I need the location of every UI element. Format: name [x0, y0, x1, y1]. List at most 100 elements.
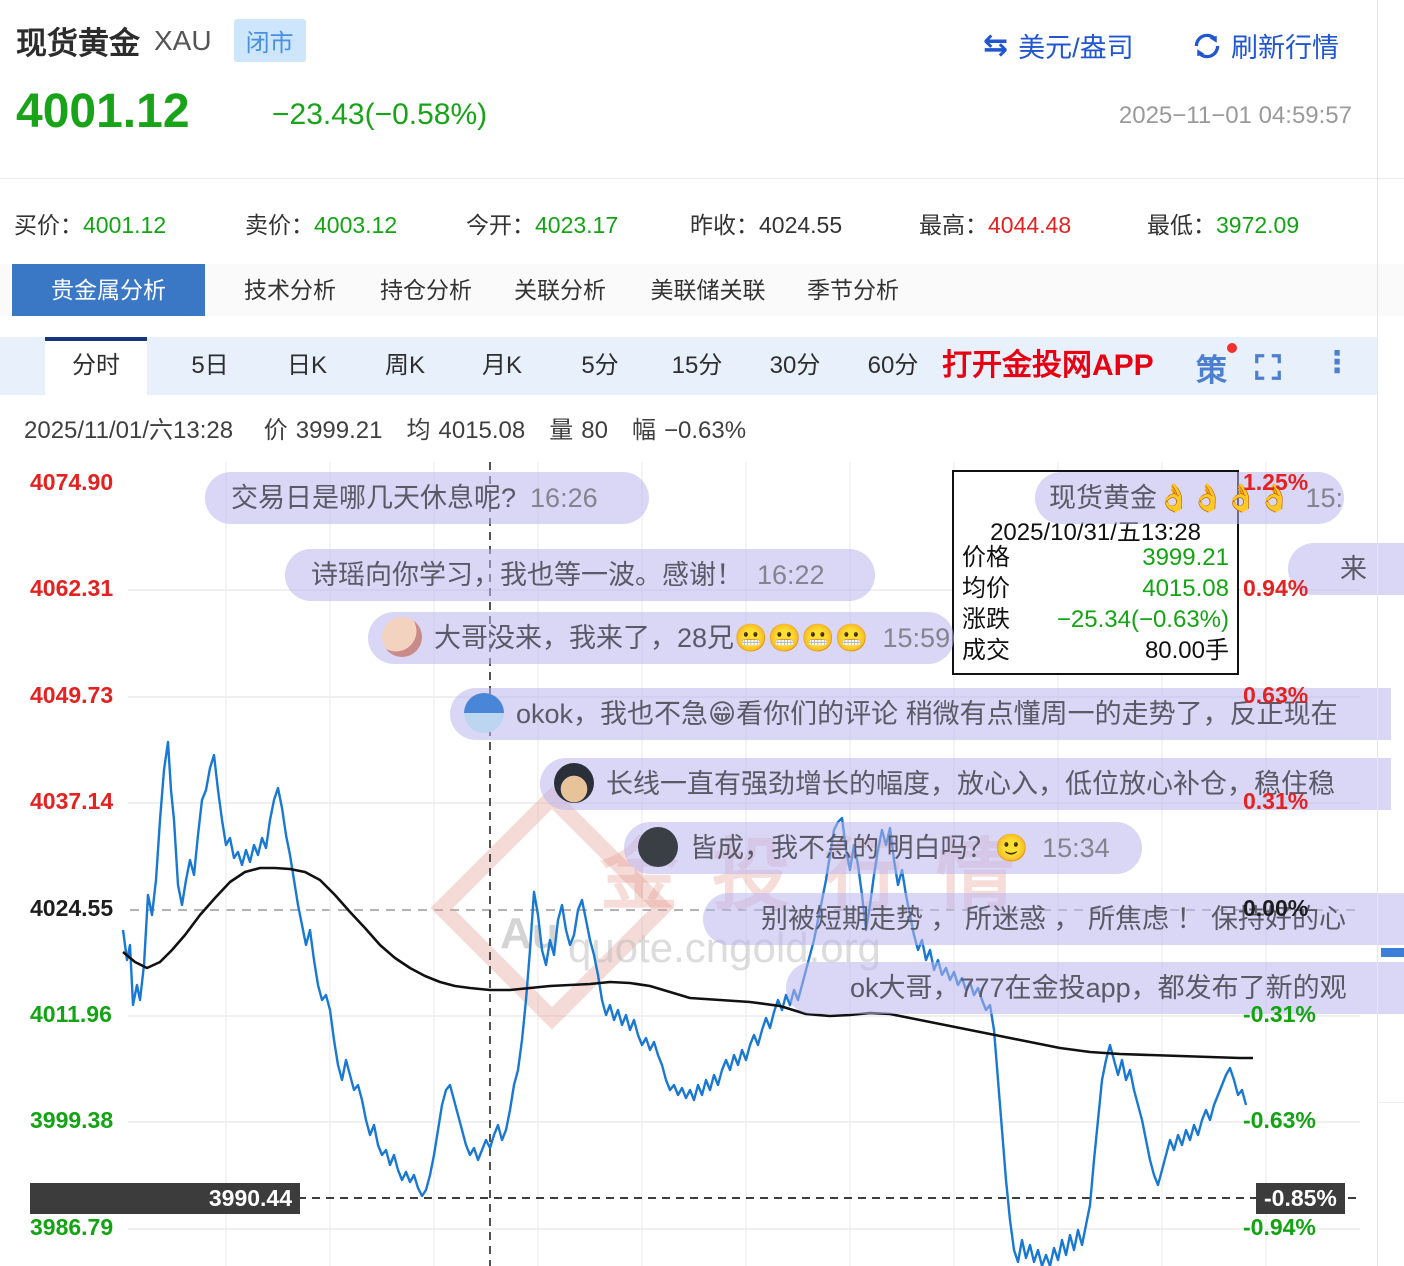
quote-value: 4024.55	[759, 212, 843, 238]
info-value: −0.63%	[663, 417, 747, 444]
chat-text: ok大哥，777在金投app，都发布了新的观	[850, 973, 1347, 1003]
current-percent-badge: -0.85%	[1256, 1183, 1345, 1214]
tooltip-row: 成交 80.00手	[954, 635, 1237, 666]
info-segment: 量 80	[549, 417, 608, 444]
unit-toggle-label: 美元/盎司	[1018, 33, 1134, 63]
chat-bubble: 别被短期走势 ， 所迷惑 ， 所焦虑 ！ 保持好的心	[703, 893, 1404, 945]
tooltip-row-label: 价格	[962, 544, 1010, 571]
chat-time: 16:26	[530, 483, 598, 513]
chat-bubble: 皆成，我不急的 明白吗？🙂 15:34	[624, 822, 1142, 874]
analysis-tab[interactable]: 关联分析	[514, 277, 606, 303]
chat-bubble: ok大哥，777在金投app，都发布了新的观	[786, 962, 1404, 1014]
price-line	[121, 740, 1248, 1266]
info-label: 幅	[631, 417, 656, 444]
notification-dot	[1227, 343, 1237, 353]
quote-value: 3972.09	[1216, 212, 1300, 238]
period-tab[interactable]: 5日	[191, 352, 229, 379]
quote-timestamp: 2025−11−01 04:59:57	[1118, 102, 1352, 129]
refresh-quotes-link[interactable]: 刷新行情	[1192, 26, 1339, 65]
period-tab[interactable]: 月K	[481, 352, 522, 379]
tooltip-row-value: 4015.08	[1142, 575, 1229, 602]
info-segment: 幅 −0.63%	[632, 417, 746, 444]
strategy-button[interactable]: 策	[1196, 353, 1227, 388]
y-axis-percent-label: 0.31%	[1243, 788, 1309, 814]
quote-field: 最低：3972.09	[1147, 206, 1299, 240]
period-tab[interactable]: 60分	[867, 352, 919, 379]
info-value: 4015.08	[438, 417, 526, 444]
y-axis-price-label: 3999.38	[30, 1107, 114, 1133]
market-status-badge: 闭市	[233, 19, 306, 62]
tooltip-row-label: 涨跌	[962, 606, 1010, 633]
header-divider	[0, 178, 1404, 179]
y-axis-price-label: 4011.96	[30, 1001, 112, 1027]
analysis-tab[interactable]: 贵金属分析	[12, 264, 205, 316]
quote-label: 昨收：	[690, 212, 759, 238]
chat-text: 交易日是哪几天休息呢?	[231, 483, 517, 513]
panel-right-border	[1377, 0, 1378, 1266]
tooltip-row-value: 3999.21	[1142, 544, 1229, 571]
chat-bubble: 大哥没来，我来了，28兄😬😬😬😬 15:59	[368, 612, 954, 664]
swap-icon: ⇆	[983, 29, 1009, 62]
chat-text: 皆成，我不急的 明白吗？🙂	[690, 833, 1029, 863]
user-avatar	[554, 762, 594, 803]
current-price-badge: 3990.44	[30, 1183, 300, 1214]
analysis-tab[interactable]: 季节分析	[807, 277, 899, 303]
chat-text: 诗瑶向你学习，我也等一波。感谢！	[311, 560, 743, 590]
info-segment: 价 3999.21	[264, 417, 383, 444]
quote-value: 4023.17	[535, 212, 619, 238]
fullscreen-button[interactable]	[1253, 352, 1283, 387]
chat-bubble: 来	[1288, 543, 1404, 595]
info-value: 80	[581, 417, 608, 444]
period-tab[interactable]: 分时	[45, 337, 147, 399]
analysis-tab[interactable]: 持仓分析	[380, 277, 472, 303]
y-axis-percent-label: 1.25%	[1243, 469, 1309, 495]
chat-time: 15:59	[882, 623, 951, 653]
quote-label: 今开：	[466, 212, 535, 238]
y-axis-price-label: 4037.14	[30, 788, 114, 814]
quote-value: 4001.12	[83, 212, 167, 238]
more-options-button[interactable]: ⋮	[1322, 346, 1352, 379]
analysis-tab[interactable]: 技术分析	[244, 277, 336, 303]
open-app-link[interactable]: 打开金投网APP	[942, 349, 1154, 382]
tooltip-row: 涨跌 −25.34(−0.63%)	[954, 604, 1237, 635]
period-tab[interactable]: 5分	[581, 352, 619, 379]
adjacent-panel-blue-fragment	[1381, 948, 1404, 957]
y-axis-percent-label: 0.63%	[1243, 682, 1309, 708]
quote-value: 4044.48	[988, 212, 1072, 238]
chat-text: 来	[1340, 554, 1367, 584]
period-tab[interactable]: 日K	[286, 352, 327, 379]
refresh-label: 刷新行情	[1231, 33, 1339, 63]
quote-field: 今开：4023.17	[466, 206, 618, 240]
y-axis-price-label: 4024.55	[30, 895, 114, 921]
y-axis-percent-label: 0.94%	[1243, 575, 1309, 601]
tooltip-row-label: 均价	[962, 575, 1010, 602]
y-axis-price-label: 3986.79	[30, 1214, 114, 1240]
adjacent-panel-fragment	[1378, 893, 1404, 894]
quote-label: 买价：	[14, 212, 83, 238]
y-axis-price-label: 4049.73	[30, 682, 114, 708]
analysis-tab[interactable]: 美联储关联	[650, 277, 766, 303]
quote-label: 卖价：	[245, 212, 314, 238]
tooltip-row: 均价 4015.08	[954, 573, 1237, 604]
tooltip-row-value: 80.00手	[1144, 637, 1229, 664]
period-tab[interactable]: 周K	[384, 352, 425, 379]
chat-text: okok，我也不急😁看你们的评论 稍微有点懂周一的走势了，反正现在	[516, 699, 1338, 729]
unit-toggle-link[interactable]: ⇆ 美元/盎司	[983, 26, 1134, 65]
price-change: −23.43(−0.58%)	[272, 98, 488, 131]
quote-field: 最高：4044.48	[919, 206, 1071, 240]
fullscreen-icon	[1255, 354, 1281, 380]
info-label: 价	[263, 417, 288, 444]
chat-bubble: 现货黄金👌👌👌👌 15:19	[1035, 472, 1344, 524]
period-tab[interactable]: 15分	[671, 352, 723, 379]
chat-time: 16:22	[757, 560, 825, 590]
chat-time: 15:34	[1042, 833, 1110, 863]
period-tab[interactable]: 30分	[769, 352, 821, 379]
chat-text: 大哥没来，我来了，28兄😬😬😬😬	[434, 623, 869, 653]
chat-bubble: okok，我也不急😁看你们的评论 稍微有点懂周一的走势了，反正现在	[450, 688, 1391, 740]
tooltip-row-value: −25.34(−0.63%)	[1056, 606, 1229, 633]
y-axis-percent-label: -0.31%	[1243, 1001, 1316, 1027]
analysis-tab-bar: 贵金属分析 技术分析 持仓分析 关联分析 美联储关联 季节分析	[0, 264, 1404, 316]
chat-bubble: 诗瑶向你学习，我也等一波。感谢！ 16:22	[285, 549, 875, 601]
refresh-icon	[1194, 33, 1220, 58]
